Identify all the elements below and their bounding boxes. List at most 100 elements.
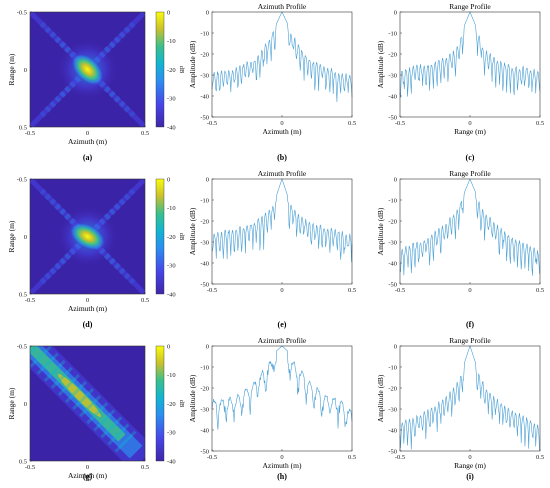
x-tick-label: -0.5 bbox=[207, 454, 217, 461]
y-tick-label: -0.5 bbox=[17, 9, 27, 16]
panel-f: Range Profile -0.5 0 0.5 0 -10 -20 -30 -40 -50 Amp… bbox=[376, 169, 544, 329]
x-tick-label: -0.5 bbox=[207, 120, 217, 127]
x-tick-label: -0.5 bbox=[395, 120, 405, 127]
colorbar bbox=[155, 345, 165, 462]
y-tick-label: -0.5 bbox=[17, 343, 27, 350]
x-tick-label: -0.5 bbox=[207, 287, 217, 294]
x-tick-label: -0.5 bbox=[395, 454, 405, 461]
panel-e: Azimuth Profile -0.5 0 0.5 0 -10 -20 -30 -40 -50 A… bbox=[188, 169, 356, 329]
x-axis-label: Azimuth (m) bbox=[68, 137, 107, 146]
y-tick-label: 0 bbox=[206, 9, 209, 16]
y-tick-label: -20 bbox=[388, 385, 397, 392]
x-axis-label: Azimuth (m) bbox=[263, 461, 302, 470]
x-tick-label: 0 bbox=[86, 297, 89, 304]
colorbar-tick-label: -10 bbox=[167, 372, 176, 379]
caption: (h) bbox=[277, 472, 287, 481]
y-tick-label: -40 bbox=[388, 260, 397, 267]
profile-line bbox=[399, 178, 541, 276]
caption: (d) bbox=[83, 320, 93, 329]
y-tick-label: 0.5 bbox=[19, 124, 27, 131]
y-tick-label: -10 bbox=[388, 30, 397, 37]
x-tick-label: 0 bbox=[468, 120, 471, 127]
colorbar-label: dB bbox=[178, 400, 185, 408]
plot-frame bbox=[399, 178, 541, 285]
y-tick-label: 0 bbox=[24, 234, 27, 241]
y-tick-label: 0 bbox=[394, 176, 397, 183]
x-tick-label: 0 bbox=[86, 130, 89, 137]
y-tick-label: -10 bbox=[200, 197, 209, 204]
x-axis-label: Azimuth (m) bbox=[68, 304, 107, 313]
y-tick-label: -40 bbox=[200, 260, 209, 267]
y-tick-label: -50 bbox=[388, 114, 397, 121]
y-axis-label: Amplitude (dB) bbox=[188, 207, 197, 255]
panel-b: Azimuth Profile -0.5 0 0.5 0 -10 -20 -30 -40 -50 A… bbox=[188, 2, 356, 162]
y-tick-label: -50 bbox=[388, 281, 397, 288]
colorbar-label: dB bbox=[178, 66, 185, 74]
x-axis-label: Azimuth (m) bbox=[263, 127, 302, 136]
y-tick-label: -20 bbox=[388, 51, 397, 58]
image-content bbox=[30, 12, 145, 127]
colorbar-tick-label: 0 bbox=[167, 176, 170, 183]
colorbar-tick-label: -30 bbox=[167, 430, 176, 437]
panel-title: Range Profile bbox=[449, 169, 491, 178]
target-band bbox=[30, 346, 145, 461]
colorbar-tick-label: -40 bbox=[167, 458, 176, 465]
panel-title: Azimuth Profile bbox=[258, 2, 307, 11]
colorbar-tick-label: -30 bbox=[167, 96, 176, 103]
colorbar bbox=[155, 178, 165, 295]
y-axis-label: Range (m) bbox=[7, 53, 16, 85]
profile-line bbox=[399, 11, 541, 98]
y-tick-label: 0 bbox=[24, 401, 27, 408]
image-content bbox=[30, 346, 145, 461]
profile-line bbox=[211, 177, 353, 263]
y-tick-label: 0.5 bbox=[19, 458, 27, 465]
y-tick-label: -40 bbox=[200, 93, 209, 100]
y-tick-label: -40 bbox=[388, 93, 397, 100]
y-tick-label: -0.5 bbox=[17, 176, 27, 183]
caption: (b) bbox=[277, 153, 287, 162]
caption: (f) bbox=[466, 320, 474, 329]
caption: (g) bbox=[83, 472, 93, 481]
x-tick-label: 0.5 bbox=[141, 297, 149, 304]
x-axis-label: Range (m) bbox=[454, 127, 486, 136]
target-blob bbox=[71, 53, 104, 86]
y-tick-label: -10 bbox=[388, 197, 397, 204]
y-axis-label: Amplitude (dB) bbox=[376, 207, 385, 255]
x-tick-label: 0 bbox=[280, 454, 283, 461]
x-tick-label: -0.5 bbox=[25, 130, 35, 137]
image-content bbox=[30, 179, 145, 294]
panel-title: Azimuth Profile bbox=[258, 169, 307, 178]
panel-i: Range Profile -0.5 0 0.5 0 -10 -20 -30 -40 -50 Ran… bbox=[376, 336, 544, 481]
y-axis-label: Range (m) bbox=[7, 220, 16, 252]
x-tick-label: 0.5 bbox=[141, 130, 149, 137]
y-tick-label: -10 bbox=[200, 364, 209, 371]
caption: (a) bbox=[83, 153, 93, 162]
colorbar-tick-label: -40 bbox=[167, 124, 176, 131]
profile-line bbox=[211, 345, 353, 430]
profile-line bbox=[211, 11, 353, 102]
panel-title: Azimuth Profile bbox=[258, 336, 307, 345]
y-axis-label: Amplitude (dB) bbox=[376, 374, 385, 422]
colorbar-tick-label: -40 bbox=[167, 291, 176, 298]
plot-frame bbox=[399, 11, 541, 118]
y-tick-label: 0 bbox=[206, 343, 209, 350]
y-tick-label: -30 bbox=[200, 406, 209, 413]
y-tick-label: 0 bbox=[206, 176, 209, 183]
y-tick-label: -10 bbox=[200, 30, 209, 37]
x-tick-label: -0.5 bbox=[25, 297, 35, 304]
x-tick-label: 0.5 bbox=[536, 287, 544, 294]
y-tick-label: -30 bbox=[388, 72, 397, 79]
panel-h: Azimuth Profile -0.5 0 0.5 0 -10 -20 -30 -40 -50 A… bbox=[188, 336, 356, 481]
colorbar-label: dB bbox=[178, 233, 185, 241]
x-tick-label: 0 bbox=[468, 454, 471, 461]
colorbar-tick-label: -20 bbox=[167, 401, 176, 408]
y-tick-label: -20 bbox=[388, 218, 397, 225]
x-axis-label: Range (m) bbox=[454, 461, 486, 470]
x-tick-label: 0.5 bbox=[536, 454, 544, 461]
colorbar-tick-label: -30 bbox=[167, 263, 176, 270]
panel-title: Range Profile bbox=[449, 2, 491, 11]
y-tick-label: -50 bbox=[200, 448, 209, 455]
x-tick-label: -0.5 bbox=[25, 464, 35, 471]
y-axis-label: Range (m) bbox=[7, 387, 16, 419]
